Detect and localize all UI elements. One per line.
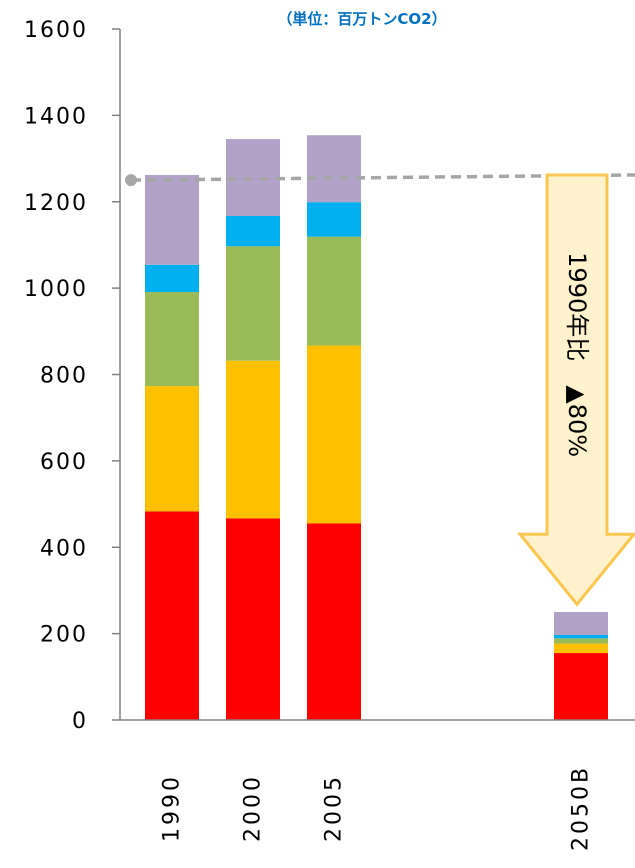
bar-segment (307, 236, 361, 346)
bar-segment (145, 386, 199, 512)
bar-segment (145, 511, 199, 720)
reduction-arrow (516, 173, 635, 607)
bar-segment (226, 216, 280, 247)
bar-segment (307, 345, 361, 524)
bar-segment (145, 264, 199, 293)
bar-segment (554, 638, 608, 644)
category-label: 2000 (241, 774, 266, 842)
y-tick-label: 600 (40, 450, 88, 475)
bar-segment (226, 246, 280, 361)
bar-segment (145, 292, 199, 387)
y-tick-label: 1400 (24, 104, 88, 129)
bar-segment (307, 202, 361, 237)
category-label: 2050B (569, 765, 594, 851)
reference-point (125, 174, 137, 187)
y-tick-label: 400 (40, 536, 88, 561)
y-tick-label: 1600 (24, 18, 88, 43)
y-tick-label: 1000 (24, 277, 88, 302)
y-tick-label: 1200 (24, 191, 88, 216)
category-label: 1990 (160, 774, 185, 842)
unit-label: （単位：百万トンCO2） (277, 10, 446, 28)
bar-segment (226, 518, 280, 720)
bar-segment (554, 612, 608, 635)
y-tick-label: 200 (40, 623, 88, 648)
bar-segment (307, 135, 361, 203)
bar-segment (554, 643, 608, 654)
bar-segment (226, 360, 280, 519)
category-label: 2005 (322, 774, 347, 842)
bar-segment (307, 523, 361, 720)
bar-segment (554, 653, 608, 720)
reduction-arrow-label: 1990年比 ▲80% (563, 252, 591, 457)
y-tick-label: 800 (40, 364, 88, 389)
bar-segment (554, 634, 608, 639)
bar-segment (145, 174, 199, 265)
y-tick-label: 0 (72, 709, 88, 734)
